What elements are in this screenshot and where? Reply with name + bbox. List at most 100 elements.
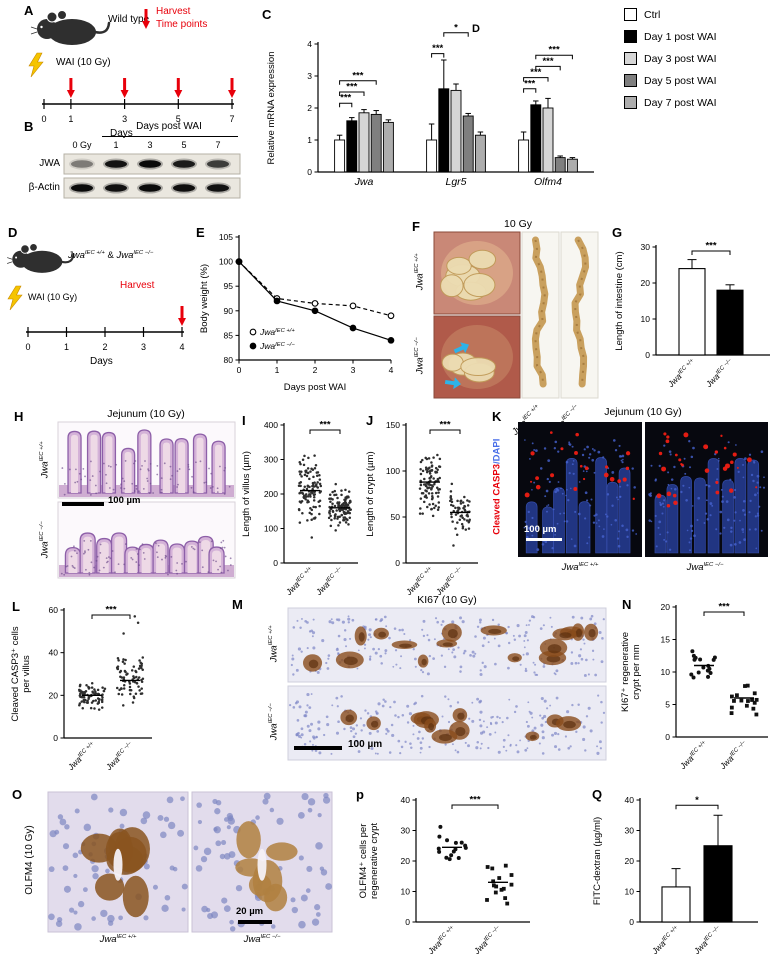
data-point	[137, 667, 141, 670]
nucleus	[364, 709, 367, 712]
dapi-nucleus	[691, 505, 694, 507]
legend-swatch	[624, 52, 637, 65]
nucleus	[406, 704, 410, 708]
nucleus	[82, 467, 85, 470]
nucleus	[523, 634, 527, 638]
nucleus	[385, 625, 388, 628]
dapi-nucleus	[620, 459, 623, 462]
harvest-arrow-icon	[66, 78, 75, 98]
nucleus	[167, 821, 176, 830]
panel-M: M KI67 (10 Gy) JwaIEC +/+ JwaIEC −/− 100…	[228, 594, 610, 782]
mouse-use	[29, 9, 111, 47]
data-point	[421, 469, 425, 473]
nucleus	[331, 621, 335, 625]
nucleus	[325, 715, 329, 719]
nucleus	[409, 742, 412, 745]
nucleus	[118, 915, 123, 921]
data-point	[424, 466, 428, 469]
nucleus	[589, 617, 593, 621]
x-tick-label: 4	[389, 365, 394, 375]
dapi-nucleus	[610, 523, 613, 526]
legend-item: Day 1 post WAI	[624, 30, 717, 43]
data-point	[438, 824, 443, 829]
dapi-nucleus	[742, 531, 744, 533]
nucleus	[600, 721, 603, 724]
nucleus	[152, 492, 155, 494]
data-point	[690, 649, 695, 654]
nucleus	[291, 657, 295, 661]
nucleus	[105, 482, 108, 485]
data-point	[729, 705, 734, 710]
data-point	[305, 487, 309, 491]
nucleus	[93, 566, 96, 569]
data-point	[140, 687, 143, 690]
wai-label: WAI (10 Gy)	[28, 292, 78, 302]
nucleus	[476, 740, 480, 744]
data-point	[306, 471, 310, 475]
nucleus	[518, 634, 521, 638]
data-point	[436, 846, 441, 851]
nucleus	[109, 465, 112, 468]
data-point	[299, 462, 302, 466]
nucleus	[368, 628, 372, 632]
nucleus	[419, 746, 423, 750]
dapi-nucleus	[726, 518, 730, 522]
genotype-ko: JwaIEC −/−	[116, 250, 153, 261]
bar	[661, 886, 691, 923]
panel-K: K Jejunum (10 Gy) Cleaved CASP3/DAPI 100…	[488, 406, 781, 590]
band	[139, 160, 161, 168]
data-point	[445, 838, 450, 843]
villus-core	[127, 550, 137, 573]
data-point	[432, 477, 435, 480]
dapi-nucleus	[744, 457, 747, 460]
x-group-label: JwaIEC −/−	[433, 565, 466, 598]
data-point	[459, 500, 462, 503]
data-point	[429, 475, 433, 479]
sig-bracket	[703, 611, 745, 616]
dapi-nucleus	[523, 526, 526, 529]
nucleus	[147, 469, 150, 472]
nucleus	[488, 732, 492, 736]
bar	[474, 134, 486, 173]
dapi-nucleus	[756, 481, 759, 484]
nucleus	[215, 840, 222, 847]
dapi-nucleus	[662, 505, 665, 508]
intestine-coil	[441, 353, 464, 372]
nucleus	[166, 796, 174, 804]
lane-label: 7	[215, 140, 221, 150]
data-point	[97, 701, 100, 705]
panel-J: J 0 50 100 150 Length of crypt (µm) JwaIEC +/…	[360, 408, 484, 604]
nucleus	[131, 558, 134, 561]
x-tick-label: 1	[275, 365, 280, 375]
nucleus	[363, 643, 367, 646]
nucleus	[155, 542, 157, 545]
nucleus	[513, 638, 517, 641]
genotype-sup: IEC +/+	[84, 250, 105, 256]
genotype-sup: IEC −/−	[703, 562, 724, 568]
dapi-nucleus	[604, 513, 607, 516]
band	[173, 160, 195, 168]
nucleus	[481, 661, 484, 665]
y-tick-label: 50	[391, 512, 401, 522]
ki67-stain-core	[588, 628, 596, 638]
casp3-signal	[535, 476, 540, 481]
nucleus	[84, 550, 86, 553]
data-point	[122, 658, 125, 661]
data-point	[138, 659, 141, 662]
dapi-nucleus	[650, 520, 653, 523]
data-point	[331, 490, 334, 494]
nucleus	[291, 906, 299, 914]
nucleus	[212, 559, 215, 562]
sig-bracket	[429, 429, 461, 434]
data-point	[312, 499, 316, 502]
data-point	[316, 471, 320, 474]
dapi-nucleus	[591, 458, 595, 462]
nucleus	[229, 564, 232, 566]
data-point	[117, 659, 120, 662]
y-tick-label: 30	[625, 826, 635, 836]
nucleus	[114, 571, 116, 574]
dapi-nucleus	[718, 460, 720, 462]
dapi-nucleus	[529, 457, 531, 460]
dapi-nucleus	[617, 544, 621, 548]
dapi-nucleus	[583, 448, 586, 451]
